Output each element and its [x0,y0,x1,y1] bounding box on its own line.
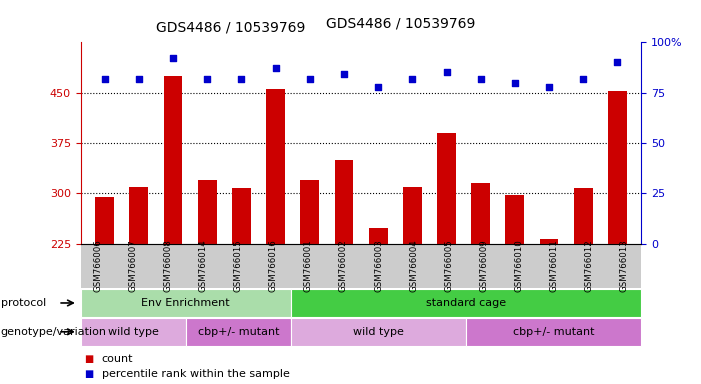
Text: GSM766015: GSM766015 [234,240,243,292]
Bar [198,180,217,244]
Text: GDS4486 / 10539769: GDS4486 / 10539769 [156,21,306,35]
Text: GSM766014: GSM766014 [199,240,207,292]
Text: GSM766006: GSM766006 [94,240,102,292]
Bar [369,228,388,244]
Point [441,70,452,76]
Bar [403,187,422,244]
Bar [574,188,592,244]
Point [168,55,179,61]
Bar [130,187,148,244]
Text: wild type: wild type [108,327,158,337]
Text: GSM766001: GSM766001 [304,240,313,292]
Text: ■: ■ [84,369,93,379]
Text: GSM766005: GSM766005 [444,240,453,292]
Bar [163,76,182,244]
Point [236,76,247,82]
Text: count: count [102,354,133,364]
Point [372,84,383,90]
Bar [437,133,456,244]
Bar [471,183,490,244]
Text: percentile rank within the sample: percentile rank within the sample [102,369,290,379]
Bar [232,188,251,244]
Point [475,76,486,82]
Point [612,59,623,65]
Text: standard cage: standard cage [426,298,506,308]
Bar [300,180,319,244]
Text: GSM766008: GSM766008 [164,240,172,292]
Bar [334,160,353,244]
Text: GSM766016: GSM766016 [269,240,278,292]
Point [270,65,281,71]
Text: GSM766003: GSM766003 [374,240,383,292]
Bar [505,195,524,244]
Bar [95,197,114,244]
Bar [266,89,285,244]
Text: GSM766002: GSM766002 [339,240,348,292]
Text: cbp+/- mutant: cbp+/- mutant [198,327,279,337]
Point [543,84,554,90]
Text: Env Enrichment: Env Enrichment [142,298,230,308]
Text: GSM766009: GSM766009 [479,240,488,292]
Text: ■: ■ [84,354,93,364]
Point [339,71,350,78]
Text: GSM766007: GSM766007 [129,240,137,292]
Text: GDS4486 / 10539769: GDS4486 / 10539769 [326,17,475,31]
Text: GSM766004: GSM766004 [409,240,418,292]
Bar [608,91,627,244]
Text: genotype/variation: genotype/variation [1,327,107,337]
Text: wild type: wild type [353,327,404,337]
Text: GSM766012: GSM766012 [585,240,593,292]
Point [133,76,144,82]
Text: GSM766013: GSM766013 [620,240,628,292]
Point [201,76,212,82]
Point [578,76,589,82]
Text: protocol: protocol [1,298,46,308]
Bar [540,239,559,244]
Point [304,76,315,82]
Point [407,76,418,82]
Point [510,79,521,86]
Text: cbp+/- mutant: cbp+/- mutant [513,327,594,337]
Text: GSM766011: GSM766011 [550,240,558,292]
Text: GSM766010: GSM766010 [515,240,523,292]
Point [99,76,110,82]
